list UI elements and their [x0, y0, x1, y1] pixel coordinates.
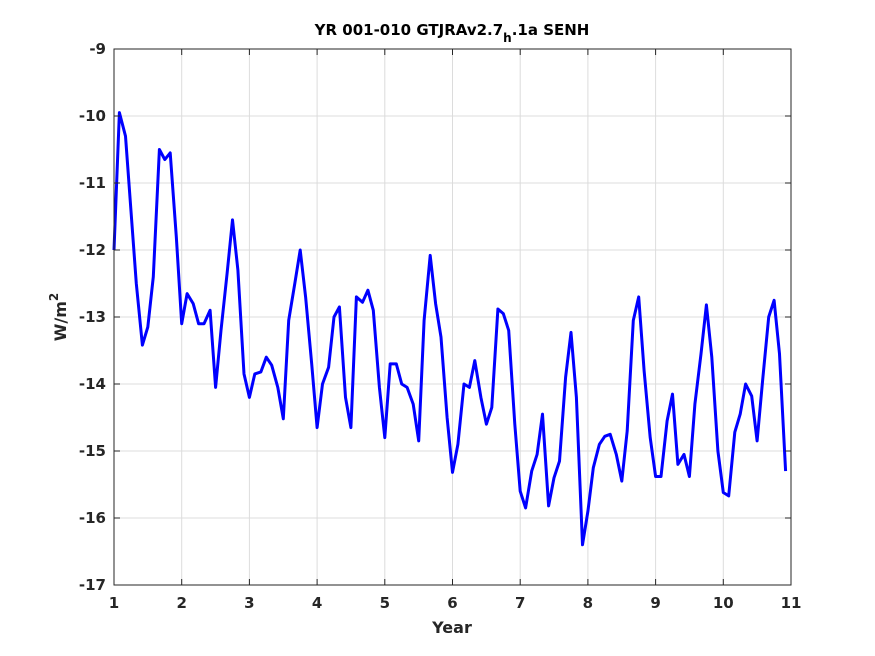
- x-tick-label: 4: [312, 594, 322, 612]
- series-line: [112, 111, 788, 547]
- x-tick-label: 11: [781, 594, 802, 612]
- y-tick-label: -13: [79, 308, 106, 326]
- chart-title-suffix: .1a SENH: [512, 21, 590, 39]
- x-tick-label: 9: [650, 594, 660, 612]
- y-tick-label: -11: [79, 174, 106, 192]
- x-axis-label: Year: [431, 618, 472, 637]
- y-tick-label: -17: [79, 576, 106, 594]
- x-tick-label: 3: [244, 594, 254, 612]
- tick-marks: [113, 48, 792, 586]
- y-tick-labels: -17 -16 -15 -14 -13 -12 -11 -10 -9: [79, 40, 106, 594]
- y-tick-label: -14: [79, 375, 106, 393]
- y-tick-label: -15: [79, 442, 106, 460]
- series-group: [112, 111, 788, 547]
- x-tick-label: 10: [713, 594, 734, 612]
- y-axis-label: W/m2: [47, 293, 70, 342]
- x-tick-label: 1: [109, 594, 119, 612]
- x-tick-label: 7: [515, 594, 525, 612]
- y-tick-label: -10: [79, 107, 106, 125]
- y-axis-label-superscript: 2: [47, 293, 61, 301]
- chart-title: YR 001-010 GTJRAv2.7h.1a SENH: [314, 21, 590, 45]
- y-tick-label: -16: [79, 509, 106, 527]
- x-tick-label: 2: [176, 594, 186, 612]
- x-tick-label: 8: [583, 594, 593, 612]
- y-tick-label: -9: [89, 40, 106, 58]
- x-tick-label: 6: [447, 594, 457, 612]
- x-tick-labels: 1 2 3 4 5 6 7 8 9 10 11: [109, 594, 802, 612]
- y-tick-label: -12: [79, 241, 106, 259]
- x-tick-label: 5: [380, 594, 390, 612]
- chart-title-subscript: h: [503, 31, 512, 45]
